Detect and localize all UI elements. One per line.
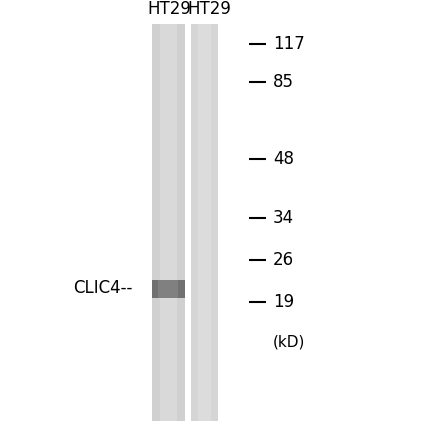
Text: 34: 34: [273, 209, 294, 227]
Text: CLIC4--: CLIC4--: [73, 279, 132, 296]
Text: 85: 85: [273, 73, 294, 90]
Text: 48: 48: [273, 150, 294, 168]
Text: (kD): (kD): [273, 334, 305, 349]
Text: 19: 19: [273, 293, 294, 311]
Text: 117: 117: [273, 35, 304, 53]
Text: HT29: HT29: [147, 0, 191, 18]
Bar: [160, 24, 176, 421]
Text: 26: 26: [273, 251, 294, 269]
Bar: [152, 24, 185, 421]
Text: HT29: HT29: [187, 0, 231, 18]
Bar: [158, 280, 178, 298]
Bar: [152, 280, 185, 298]
Bar: [191, 24, 218, 421]
Bar: [198, 24, 211, 421]
